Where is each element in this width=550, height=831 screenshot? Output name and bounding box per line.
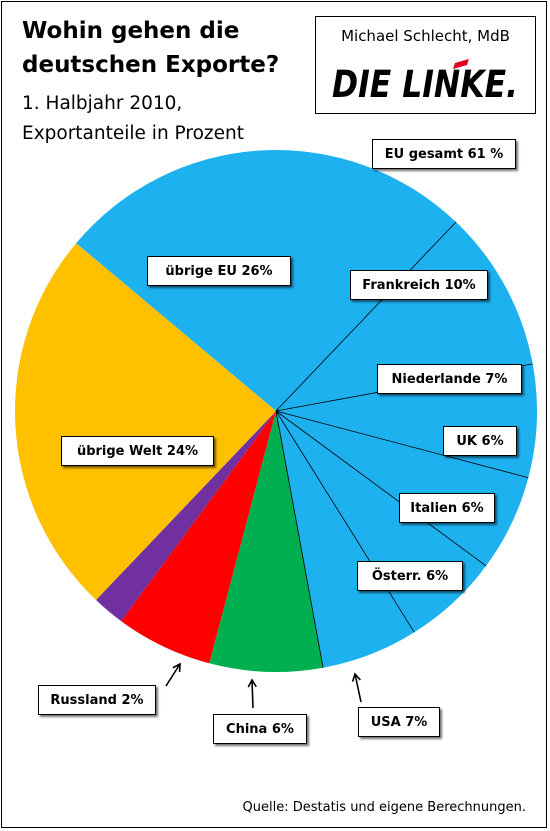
slice-separator (275, 410, 529, 479)
slice-separator (275, 410, 487, 567)
callout-arrowhead-0 (172, 662, 181, 673)
callout-arrow-0 (165, 663, 181, 687)
subtitle-line-1: 1. Halbjahr 2010, (22, 93, 183, 114)
source-note: Quelle: Destatis und eigene Berechnungen… (242, 800, 526, 815)
slice-label-1: Frankreich 10% (350, 270, 488, 300)
slice-label-6: USA 7% (358, 707, 440, 737)
callout-arrow-1 (251, 679, 254, 709)
pie-slice-6 (209, 411, 324, 672)
slice-label-8: Russland 2% (38, 685, 156, 715)
pie-slice-5 (276, 411, 415, 668)
slice-separator (275, 221, 457, 412)
subtitle-line-2: Exportanteile in Prozent (22, 123, 244, 144)
chart-title: Wohin gehen die deutschen Exporte? (22, 14, 312, 82)
slice-label-4: Italien 6% (399, 493, 495, 523)
pie-slice-7 (121, 411, 276, 664)
callout-arrow-2 (354, 673, 362, 703)
slice-label-3: UK 6% (443, 426, 517, 456)
pie-slice-9 (15, 243, 277, 600)
slice-separator (275, 410, 415, 633)
chart-title-text: Wohin gehen die deutschen Exporte? (22, 18, 280, 78)
slice-label-7: China 6% (213, 714, 307, 744)
eu-total-label: EU gesamt 61 % (372, 139, 516, 169)
slice-label-9: übrige Welt 24% (61, 436, 214, 466)
slice-separator (275, 410, 324, 668)
callout-arrowhead-2 (351, 672, 361, 682)
logo-author: Michael Schlecht, MdB (341, 27, 510, 45)
callout-arrowhead-1 (247, 678, 257, 688)
logo-box: Michael Schlecht, MdB DIE LINKE. (315, 16, 536, 114)
logo-accent-mark (453, 59, 469, 69)
pie-slice-1 (276, 222, 533, 411)
pie-slice-8 (96, 411, 276, 622)
slice-label-2: Niederlande 7% (377, 364, 522, 394)
pie-slice-3 (276, 411, 529, 566)
svg-text:DIE LINKE.: DIE LINKE. (332, 63, 518, 106)
slice-label-5: Österr. 6% (357, 561, 463, 591)
chart-subtitle: 1. Halbjahr 2010, Exportanteile in Proze… (22, 89, 312, 149)
slice-label-0: übrige EU 26% (147, 256, 291, 286)
party-logo: DIE LINKE. (332, 59, 518, 106)
